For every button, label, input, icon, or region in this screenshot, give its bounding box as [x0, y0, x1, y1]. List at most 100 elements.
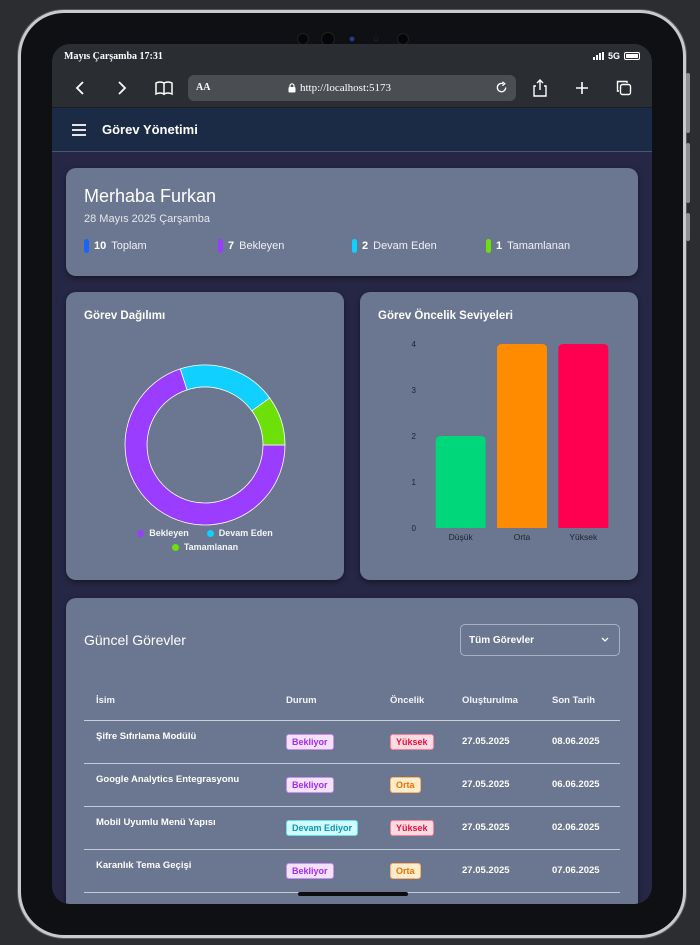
bar-0[interactable]: [435, 436, 486, 528]
legend-label: Tamamlanan: [183, 542, 239, 552]
tabs-button[interactable]: [606, 74, 642, 102]
signal-icon: [592, 52, 604, 60]
task-priority-cell: Yüksek: [378, 720, 450, 764]
stat-count: 10: [94, 240, 107, 252]
donut-slice-tamamlanan[interactable]: [251, 397, 286, 446]
network-label: 5G: [607, 51, 620, 61]
task-due: 07.06.2025: [540, 849, 620, 893]
task-due: 08.06.2025: [540, 720, 620, 764]
y-tick-label: 4: [412, 340, 417, 349]
forward-button[interactable]: [104, 74, 140, 102]
hamburger-menu-icon[interactable]: [72, 123, 86, 136]
column-header[interactable]: İsim: [84, 682, 274, 721]
browser-toolbar: AA http://localhost:5173: [52, 68, 652, 108]
donut-chart: [124, 364, 286, 526]
back-button[interactable]: [62, 74, 98, 102]
x-tick-label: Orta: [514, 532, 531, 542]
volume-up-button: [686, 73, 690, 133]
app-title: Görev Yönetimi: [102, 122, 198, 137]
stat-color-bar: [486, 239, 491, 253]
tasks-table: İsim Durum Öncelik Oluşturulma Son Tarih Şif…: [84, 682, 620, 904]
chevron-left-icon: [75, 80, 84, 95]
priority-badge: Orta: [390, 862, 421, 879]
column-header[interactable]: Son Tarih: [540, 682, 620, 721]
stat-label: Tamamlanan: [507, 240, 571, 252]
status-badge: Bekliyor: [286, 862, 334, 879]
task-name: Google Analytics Entegrasyonu: [84, 763, 274, 807]
task-created: 27.05.2025: [450, 720, 540, 764]
bar-chart-title: Görev Öncelik Seviyeleri: [378, 310, 513, 322]
task-status-cell: Bekliyor: [274, 763, 378, 807]
reload-icon[interactable]: [495, 81, 508, 94]
x-tick-label: Yüksek: [569, 532, 598, 542]
x-tick-label: Düşük: [449, 532, 474, 542]
task-created: 27.05.2025: [450, 849, 540, 893]
priority-badge: Yüksek: [390, 819, 434, 836]
url-text: http://localhost:5173: [300, 81, 392, 94]
column-header[interactable]: Oluşturulma: [450, 682, 540, 721]
donut-slice-devam-eden[interactable]: [179, 364, 271, 412]
table-row[interactable]: Performans Tablosu Hazırlama Bekliyor Dü…: [84, 892, 620, 904]
stat-color-bar: [84, 239, 89, 253]
table-header-row: İsim Durum Öncelik Oluşturulma Son Tarih: [84, 682, 620, 721]
stat-label: Devam Eden: [373, 240, 437, 252]
y-tick-label: 2: [412, 432, 417, 441]
table-row[interactable]: Şifre Sıfırlama Modülü Bekliyor Yüksek 2…: [84, 720, 620, 764]
task-status-cell: Bekliyor: [274, 849, 378, 893]
legend-item[interactable]: Devam Eden: [206, 528, 273, 538]
column-header[interactable]: Öncelik: [378, 682, 450, 721]
stat-label: Toplam: [111, 240, 147, 252]
recent-tasks-card: Güncel Görevler Tüm Görevler İsim Durum Ön…: [66, 598, 638, 904]
stat-label: Bekleyen: [239, 240, 285, 252]
book-icon: [155, 80, 173, 95]
status-badge: Devam Ediyor: [286, 819, 359, 836]
stat-count: 7: [228, 240, 235, 252]
legend-dot: [137, 529, 145, 537]
task-name: Performans Tablosu Hazırlama: [84, 892, 274, 904]
status-time: Mayıs Çarşamba 17:31: [64, 50, 163, 62]
stat-color-bar: [352, 239, 357, 253]
legend-dot: [206, 529, 214, 537]
priority-badge: Orta: [390, 776, 421, 793]
task-priority-cell: Yüksek: [378, 806, 450, 850]
task-distribution-card: Görev Dağılımı Bekleyen Devam Eden Tamamla…: [66, 292, 344, 580]
table-row[interactable]: Google Analytics Entegrasyonu Bekliyor O…: [84, 763, 620, 807]
priority-levels-card: Görev Öncelik Seviyeleri 0 1 2 3 4 Düşük Orta Y…: [360, 292, 638, 580]
task-name: Şifre Sıfırlama Modülü: [84, 720, 274, 764]
pie-legend: Bekleyen Devam Eden Tamamlanan: [66, 528, 344, 552]
donut-slice-bekleyen[interactable]: [124, 368, 286, 526]
bar-2[interactable]: [558, 344, 609, 528]
new-tab-button[interactable]: [564, 74, 600, 102]
reader-aa-button[interactable]: AA: [196, 82, 211, 93]
task-due: 15.06.2025: [540, 892, 620, 904]
chevron-down-icon: [601, 637, 609, 642]
stat-item: 1 Tamamlanan: [486, 239, 620, 253]
volume-down-button: [686, 143, 690, 203]
task-name: Karanlık Tema Geçişi: [84, 849, 274, 893]
table-row[interactable]: Karanlık Tema Geçişi Bekliyor Orta 27.05…: [84, 849, 620, 893]
share-button[interactable]: [522, 74, 558, 102]
current-date: 28 Mayıs 2025 Çarşamba: [84, 213, 210, 225]
task-filter-select[interactable]: Tüm Görevler: [460, 624, 620, 656]
bookmarks-button[interactable]: [146, 74, 182, 102]
greeting-card: Merhaba Furkan 28 Mayıs 2025 Çarşamba 10…: [66, 168, 638, 276]
stat-item: 2 Devam Eden: [352, 239, 486, 253]
legend-item[interactable]: Bekleyen: [137, 528, 189, 538]
y-tick-label: 1: [412, 478, 417, 487]
address-bar[interactable]: AA http://localhost:5173: [188, 74, 516, 101]
table-row[interactable]: Mobil Uyumlu Menü Yapısı Devam Ediyor Yü…: [84, 806, 620, 850]
app-header: Görev Yönetimi: [52, 108, 652, 152]
task-created: 27.05.2025: [450, 892, 540, 904]
legend-item[interactable]: Tamamlanan: [171, 542, 239, 552]
bar-1[interactable]: [497, 344, 547, 528]
pie-chart-title: Görev Dağılımı: [84, 310, 166, 322]
stat-item: 7 Bekleyen: [218, 239, 352, 253]
home-indicator[interactable]: [298, 892, 408, 896]
stat-count: 2: [362, 240, 369, 252]
y-tick-label: 3: [412, 386, 417, 395]
plus-icon: [576, 81, 588, 94]
status-badge: Bekliyor: [286, 733, 334, 750]
task-created: 27.05.2025: [450, 806, 540, 850]
column-header[interactable]: Durum: [274, 682, 378, 721]
recent-tasks-title: Güncel Görevler: [84, 632, 186, 648]
